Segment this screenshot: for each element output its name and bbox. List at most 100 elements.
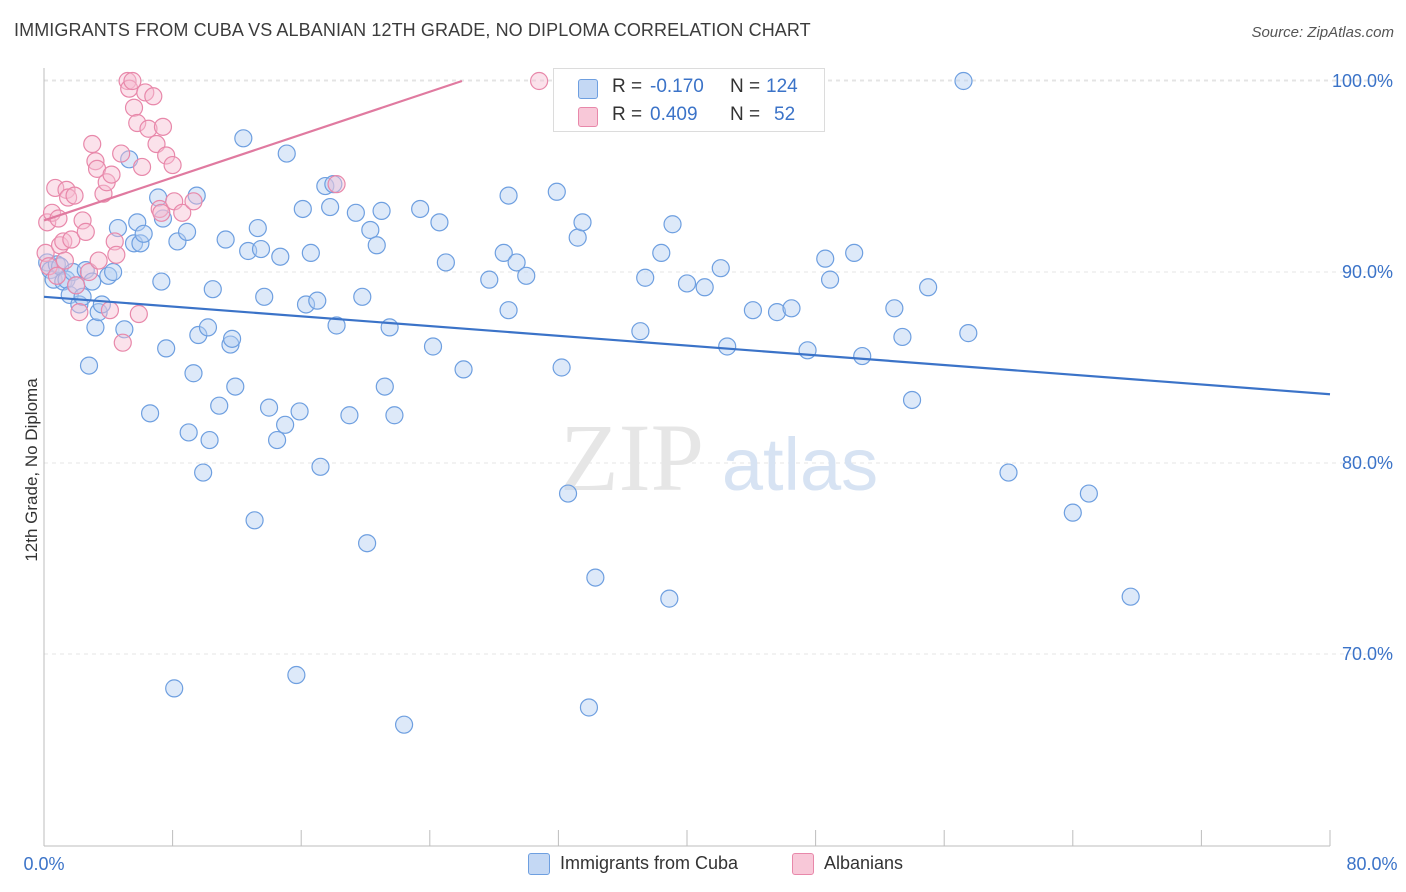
point-cuba: [1121, 587, 1140, 606]
albanians-swatch-icon: [578, 107, 598, 127]
point-cuba: [893, 327, 912, 347]
y-axis-label: 12th Grade, No Diploma: [22, 378, 41, 562]
point-cuba: [216, 230, 235, 249]
point-albanians: [89, 251, 108, 270]
y-tick-label: 80.0%: [1342, 453, 1393, 473]
point-cuba: [104, 262, 123, 282]
point-albanians: [55, 251, 74, 270]
point-cuba: [677, 274, 697, 293]
point-albanians: [153, 117, 173, 136]
point-cuba: [367, 236, 386, 255]
cuba-legend-icon: [528, 853, 550, 875]
point-cuba: [179, 423, 198, 442]
point-cuba: [1079, 484, 1098, 503]
point-cuba: [394, 715, 414, 734]
point-cuba: [885, 299, 904, 318]
point-cuba: [290, 402, 309, 421]
point-cuba: [203, 280, 222, 299]
point-cuba: [631, 322, 650, 341]
point-cuba: [586, 568, 605, 587]
point-cuba: [200, 430, 219, 450]
point-albanians: [129, 304, 148, 324]
y-tick-label: 90.0%: [1342, 262, 1393, 282]
point-cuba: [210, 396, 229, 415]
point-albanians: [118, 71, 137, 91]
tick-labels: 100.0% 90.0% 80.0% 70.0% 0.0% 80.0%: [23, 71, 1397, 874]
r-label: R =: [612, 76, 643, 97]
point-cuba: [222, 329, 242, 348]
watermark-zip: ZIP: [560, 404, 704, 511]
point-cuba: [743, 301, 763, 320]
point-cuba: [134, 224, 153, 243]
point-albanians: [184, 192, 203, 211]
trend-lines: [43, 79, 1331, 396]
point-cuba: [340, 406, 359, 425]
point-cuba: [79, 356, 99, 375]
point-cuba: [187, 186, 206, 205]
point-cuba: [954, 71, 973, 91]
point-cuba: [1063, 503, 1082, 522]
point-albanians: [62, 230, 81, 249]
point-cuba: [177, 222, 197, 241]
point-cuba: [115, 320, 134, 339]
point-albanians: [65, 186, 84, 205]
point-cuba: [245, 511, 264, 530]
point-cuba: [157, 339, 176, 358]
point-albanians: [105, 232, 124, 251]
point-cuba: [816, 249, 835, 268]
point-albanians: [102, 165, 121, 184]
point-cuba: [128, 213, 147, 232]
point-cuba: [552, 358, 571, 377]
point-albanians: [157, 146, 176, 165]
point-cuba: [558, 484, 578, 503]
point-cuba: [845, 243, 864, 262]
point-cuba: [301, 243, 320, 262]
point-albanians: [107, 245, 126, 264]
point-cuba: [507, 253, 526, 272]
point-cuba: [152, 272, 171, 291]
point-cuba: [423, 337, 443, 356]
y-tick-label: 70.0%: [1342, 644, 1393, 664]
point-cuba: [251, 239, 271, 259]
point-cuba: [695, 278, 714, 297]
point-albanians: [124, 98, 144, 117]
point-cuba: [353, 287, 372, 306]
point-cuba: [660, 589, 679, 608]
point-cuba: [361, 220, 380, 240]
point-cuba: [820, 270, 840, 289]
point-cuba: [234, 129, 253, 148]
point-albanians: [113, 333, 132, 352]
point-cuba: [767, 303, 787, 322]
r-value-albanians: 0.409: [650, 104, 698, 125]
point-albanians: [94, 184, 113, 203]
point-cuba: [86, 318, 105, 337]
y-tick-label: 100.0%: [1332, 71, 1393, 91]
point-cuba: [547, 182, 566, 201]
watermark: ZIP atlas: [560, 404, 878, 511]
point-cuba: [568, 228, 587, 247]
cuba-swatch-icon: [578, 79, 598, 99]
n-label: N =: [730, 104, 761, 125]
point-albanians: [132, 157, 152, 177]
stats-row-albanians: R = 0.409 N = 52: [554, 101, 824, 129]
point-albanians: [327, 175, 346, 194]
chart-title: IMMIGRANTS FROM CUBA VS ALBANIAN 12TH GR…: [14, 20, 811, 40]
point-cuba: [194, 463, 213, 482]
point-cuba: [499, 301, 518, 320]
point-cuba: [57, 270, 76, 289]
point-cuba: [411, 199, 430, 219]
point-cuba: [782, 299, 801, 318]
stats-legend: R = -0.170 N = 124 R = 0.409 N = 52: [553, 68, 825, 132]
point-albanians: [76, 222, 95, 241]
r-value-cuba: -0.170: [650, 76, 704, 97]
point-cuba: [248, 218, 267, 238]
point-albanians: [112, 144, 131, 163]
point-albanians: [163, 155, 182, 175]
point-cuba: [198, 318, 218, 337]
albanians-legend-icon: [792, 853, 814, 875]
point-cuba: [271, 247, 290, 266]
point-cuba: [308, 291, 327, 310]
point-albanians: [530, 71, 549, 91]
point-albanians: [152, 203, 171, 222]
